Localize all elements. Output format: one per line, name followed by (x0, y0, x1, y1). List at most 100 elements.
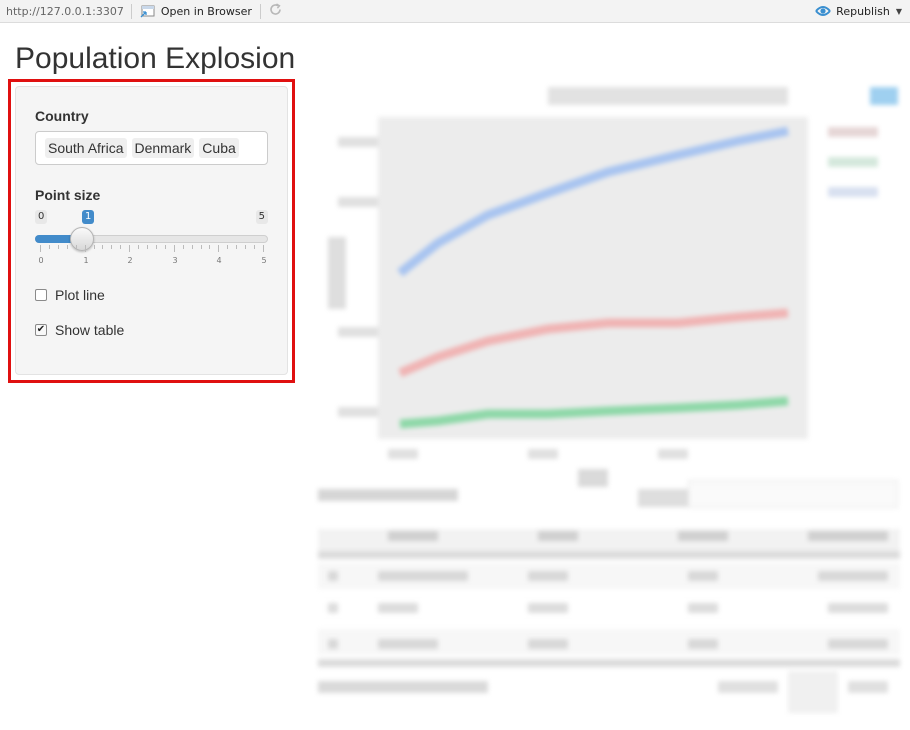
blurred-block (318, 681, 488, 693)
slider-tick (49, 245, 50, 249)
blurred-block (338, 327, 378, 337)
blurred-block (828, 187, 878, 197)
republish-label: Republish (836, 4, 890, 18)
slider-tick-label: 5 (261, 256, 267, 265)
blurred-block (828, 603, 888, 613)
blurred-block (808, 531, 888, 541)
slider-tick (147, 245, 148, 249)
slider-tick (94, 245, 95, 249)
blurred-block (818, 571, 888, 581)
blurred-block (688, 603, 718, 613)
republish-button[interactable]: Republish ▼ (815, 4, 910, 18)
checkbox-box[interactable] (35, 289, 47, 301)
blurred-block (378, 603, 418, 613)
blurred-block (528, 449, 558, 459)
slider-tick (156, 245, 157, 249)
plot-area (378, 117, 808, 439)
slider-tick (227, 245, 228, 249)
chevron-down-icon[interactable]: ▼ (895, 6, 902, 16)
slider-tick-label: 0 (38, 256, 44, 265)
slider-tick (263, 245, 264, 252)
blurred-block (378, 639, 438, 649)
blurred-block (338, 407, 378, 417)
slider-handle[interactable] (70, 227, 94, 251)
slider-max-label: 5 (255, 210, 268, 224)
plot-line-checkbox[interactable]: Plot line (35, 287, 105, 303)
slider-tick (245, 245, 246, 249)
blurred-block (688, 480, 898, 508)
checkbox-box[interactable]: ✔ (35, 324, 47, 336)
blurred-block (328, 639, 338, 649)
blurred-block (828, 639, 888, 649)
blurred-block (548, 87, 788, 105)
blurred-block (528, 603, 568, 613)
blurred-block (848, 681, 888, 693)
slider-tick (165, 245, 166, 249)
show-table-checkbox[interactable]: ✔ Show table (35, 322, 124, 338)
slider-tick (129, 245, 130, 252)
blurred-block (388, 531, 438, 541)
show-table-label: Show table (55, 322, 125, 338)
open-in-browser-label: Open in Browser (160, 4, 252, 18)
plot-line-label: Plot line (55, 287, 105, 303)
slider-tick (254, 245, 255, 249)
publish-icon (815, 4, 831, 18)
app-url: http://127.0.0.1:3307 (0, 3, 132, 19)
browser-window-icon (140, 5, 155, 18)
country-chip[interactable]: Denmark (131, 138, 195, 158)
slider-tick-label: 1 (83, 256, 89, 265)
blurred-block (828, 157, 878, 167)
blurred-block (528, 639, 568, 649)
slider-fill (35, 235, 84, 243)
blurred-block (638, 489, 698, 507)
point-size-slider[interactable]: 0 1 5 0 1 2 3 4 5 (35, 208, 268, 268)
page-title: Population Explosion (15, 42, 296, 75)
blurred-block (658, 449, 688, 459)
slider-tick (218, 245, 219, 252)
slider-min-label: 0 (35, 210, 48, 224)
slider-tick (40, 245, 41, 252)
blurred-block (538, 531, 578, 541)
country-chip[interactable]: Cuba (199, 138, 239, 158)
slider-tick (76, 245, 77, 249)
country-select[interactable]: South Africa Denmark Cuba (35, 131, 268, 165)
blurred-block (378, 571, 468, 581)
blurred-block (328, 237, 346, 309)
slider-tick (192, 245, 193, 249)
blurred-block (328, 603, 338, 613)
blurred-block (870, 87, 898, 105)
blurred-block (718, 681, 778, 693)
blurred-block (578, 469, 608, 487)
slider-tick (201, 245, 202, 249)
slider-tick-label: 4 (216, 256, 222, 265)
slider-tick (111, 245, 112, 249)
slider-tick (85, 245, 86, 252)
slider-tick (174, 245, 175, 252)
slider-tick (236, 245, 237, 249)
slider-tick-label: 2 (127, 256, 133, 265)
refresh-button[interactable] (261, 2, 283, 20)
blurred-series (397, 126, 789, 429)
country-chip[interactable]: South Africa (45, 138, 127, 158)
refresh-icon (268, 2, 283, 20)
main-panel-blurred (310, 40, 910, 720)
blurred-block (788, 671, 838, 713)
open-in-browser-button[interactable]: Open in Browser (132, 3, 261, 19)
blurred-block (688, 571, 718, 581)
point-size-label: Point size (35, 187, 101, 203)
blurred-block (338, 197, 378, 207)
blurred-block (318, 659, 900, 667)
blurred-block (318, 551, 900, 559)
slider-tick-label: 3 (172, 256, 178, 265)
blurred-block (828, 127, 878, 137)
blurred-block (528, 571, 568, 581)
country-label: Country (35, 108, 89, 124)
ide-toolbar: http://127.0.0.1:3307 Open in Browser (0, 0, 910, 23)
slider-tick (183, 245, 184, 249)
highlight-box (8, 79, 295, 383)
slider-value-label: 1 (82, 210, 95, 224)
blurred-block (678, 531, 728, 541)
blurred-block (688, 639, 718, 649)
blurred-block (318, 489, 458, 501)
slider-tick (67, 245, 68, 249)
